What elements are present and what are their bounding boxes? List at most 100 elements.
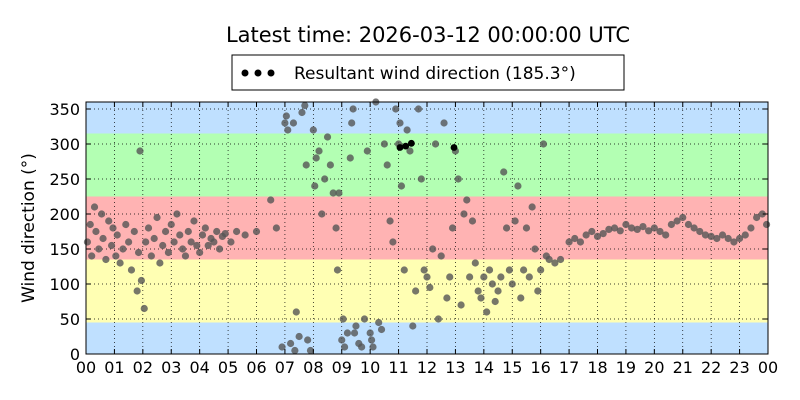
wind-direction-point xyxy=(420,266,428,274)
wind-direction-point xyxy=(551,259,559,267)
wind-direction-point xyxy=(282,112,290,120)
wind-direction-point xyxy=(105,217,113,225)
wind-direction-point xyxy=(534,287,542,295)
wind-direction-point xyxy=(463,196,471,204)
x-tick-label: 02 xyxy=(133,358,153,377)
wind-direction-point xyxy=(99,234,107,243)
wind-direction-point xyxy=(140,304,148,313)
wind-direction-point xyxy=(352,322,360,330)
wind-direction-point xyxy=(193,241,201,250)
wind-direction-point xyxy=(377,325,386,334)
wind-direction-point xyxy=(210,238,218,246)
wind-direction-point xyxy=(190,217,198,225)
y-tick-label: 300 xyxy=(49,135,80,154)
wind-direction-point xyxy=(762,220,771,229)
wind-direction-point xyxy=(588,227,596,236)
wind-direction-point xyxy=(301,101,309,110)
wind-direction-point xyxy=(417,175,425,183)
wind-direction-point xyxy=(505,266,514,274)
wind-direction-point xyxy=(184,227,192,236)
x-tick-label: 18 xyxy=(587,358,607,377)
wind-direction-point xyxy=(349,105,357,113)
wind-direction-point xyxy=(350,329,359,337)
wind-direction-point xyxy=(477,294,485,302)
wind-direction-point xyxy=(315,147,323,155)
wind-direction-point xyxy=(318,210,326,218)
wind-direction-point xyxy=(119,245,127,253)
x-tick-label: 17 xyxy=(559,358,579,377)
wind-direction-point xyxy=(406,147,414,155)
wind-direction-point xyxy=(116,259,124,267)
wind-direction-point xyxy=(556,255,565,264)
wind-direction-point xyxy=(662,231,670,239)
wind-direction-point xyxy=(367,336,376,344)
wind-direction-point xyxy=(747,224,755,232)
wind-direction-point xyxy=(167,220,175,229)
wind-direction-point xyxy=(667,220,675,229)
wind-direction-point xyxy=(522,224,531,232)
wind-direction-point xyxy=(133,287,141,295)
wind-direction-point xyxy=(724,234,732,243)
wind-direction-point xyxy=(358,343,366,351)
wind-direction-point xyxy=(471,259,479,267)
x-tick-label: 00 xyxy=(758,358,778,377)
wind-direction-point xyxy=(701,231,710,239)
wind-direction-point xyxy=(332,224,340,232)
wind-direction-point xyxy=(497,273,505,281)
wind-direction-point xyxy=(289,119,298,127)
wind-direction-point xyxy=(311,182,319,190)
legend-label: Resultant wind direction (185.3°) xyxy=(294,64,576,84)
y-tick-label: 100 xyxy=(49,275,80,294)
wind-direction-point xyxy=(252,227,261,236)
wind-direction-point xyxy=(494,287,502,295)
resultant-direction-point xyxy=(450,144,458,151)
x-axis-ticks: 00 01 02 03 04 05 06 07 08 09 10 11 12 13 14 15 16 17 18 19… xyxy=(76,102,778,377)
wind-direction-point xyxy=(312,154,320,162)
x-tick-label: 22 xyxy=(701,358,721,377)
wind-direction-point xyxy=(480,273,488,281)
x-tick-label: 13 xyxy=(445,358,465,377)
x-tick-label: 12 xyxy=(417,358,437,377)
y-tick-label: 200 xyxy=(49,205,80,224)
legend-marker-dot xyxy=(241,69,249,77)
wind-direction-point xyxy=(309,126,317,134)
wind-direction-point xyxy=(179,245,187,253)
wind-direction-point xyxy=(333,266,342,274)
y-axis-ticks: 0 50 100 150 200 250 300 350 xyxy=(49,100,768,364)
wind-direction-point xyxy=(109,224,117,232)
wind-direction-point xyxy=(112,252,120,260)
wind-direction-point xyxy=(679,213,687,222)
x-tick-label: 21 xyxy=(673,358,693,377)
wind-direction-point xyxy=(122,220,130,229)
wind-direction-point xyxy=(92,227,100,236)
wind-direction-point xyxy=(392,105,400,113)
wind-direction-point xyxy=(673,217,681,225)
wind-direction-point xyxy=(457,301,465,309)
wind-direction-point xyxy=(454,175,462,183)
x-tick-label: 16 xyxy=(530,358,550,377)
wind-direction-point xyxy=(508,280,516,288)
wind-direction-point xyxy=(431,140,440,148)
wind-direction-point xyxy=(95,245,103,253)
wind-direction-point xyxy=(593,232,602,240)
wind-direction-point xyxy=(500,168,508,176)
wind-direction-point xyxy=(466,273,474,281)
wind-direction-point xyxy=(468,217,477,225)
wind-direction-point xyxy=(616,227,624,235)
wind-direction-point xyxy=(196,248,204,257)
x-tick-label: 11 xyxy=(388,358,408,377)
wind-direction-point xyxy=(485,266,494,274)
x-tick-label: 20 xyxy=(644,358,664,377)
wind-direction-point xyxy=(369,343,377,351)
wind-direction-point xyxy=(511,217,519,225)
wind-direction-point xyxy=(525,273,533,281)
wind-direction-point xyxy=(730,238,738,246)
wind-direction-point xyxy=(389,238,397,246)
wind-direction-point xyxy=(130,227,138,236)
wind-direction-point xyxy=(650,224,658,232)
wind-direction-point xyxy=(426,283,434,292)
wind-direction-point xyxy=(107,241,116,250)
wind-direction-point xyxy=(198,231,207,239)
wind-direction-point xyxy=(639,223,647,231)
wind-direction-point xyxy=(281,119,289,127)
